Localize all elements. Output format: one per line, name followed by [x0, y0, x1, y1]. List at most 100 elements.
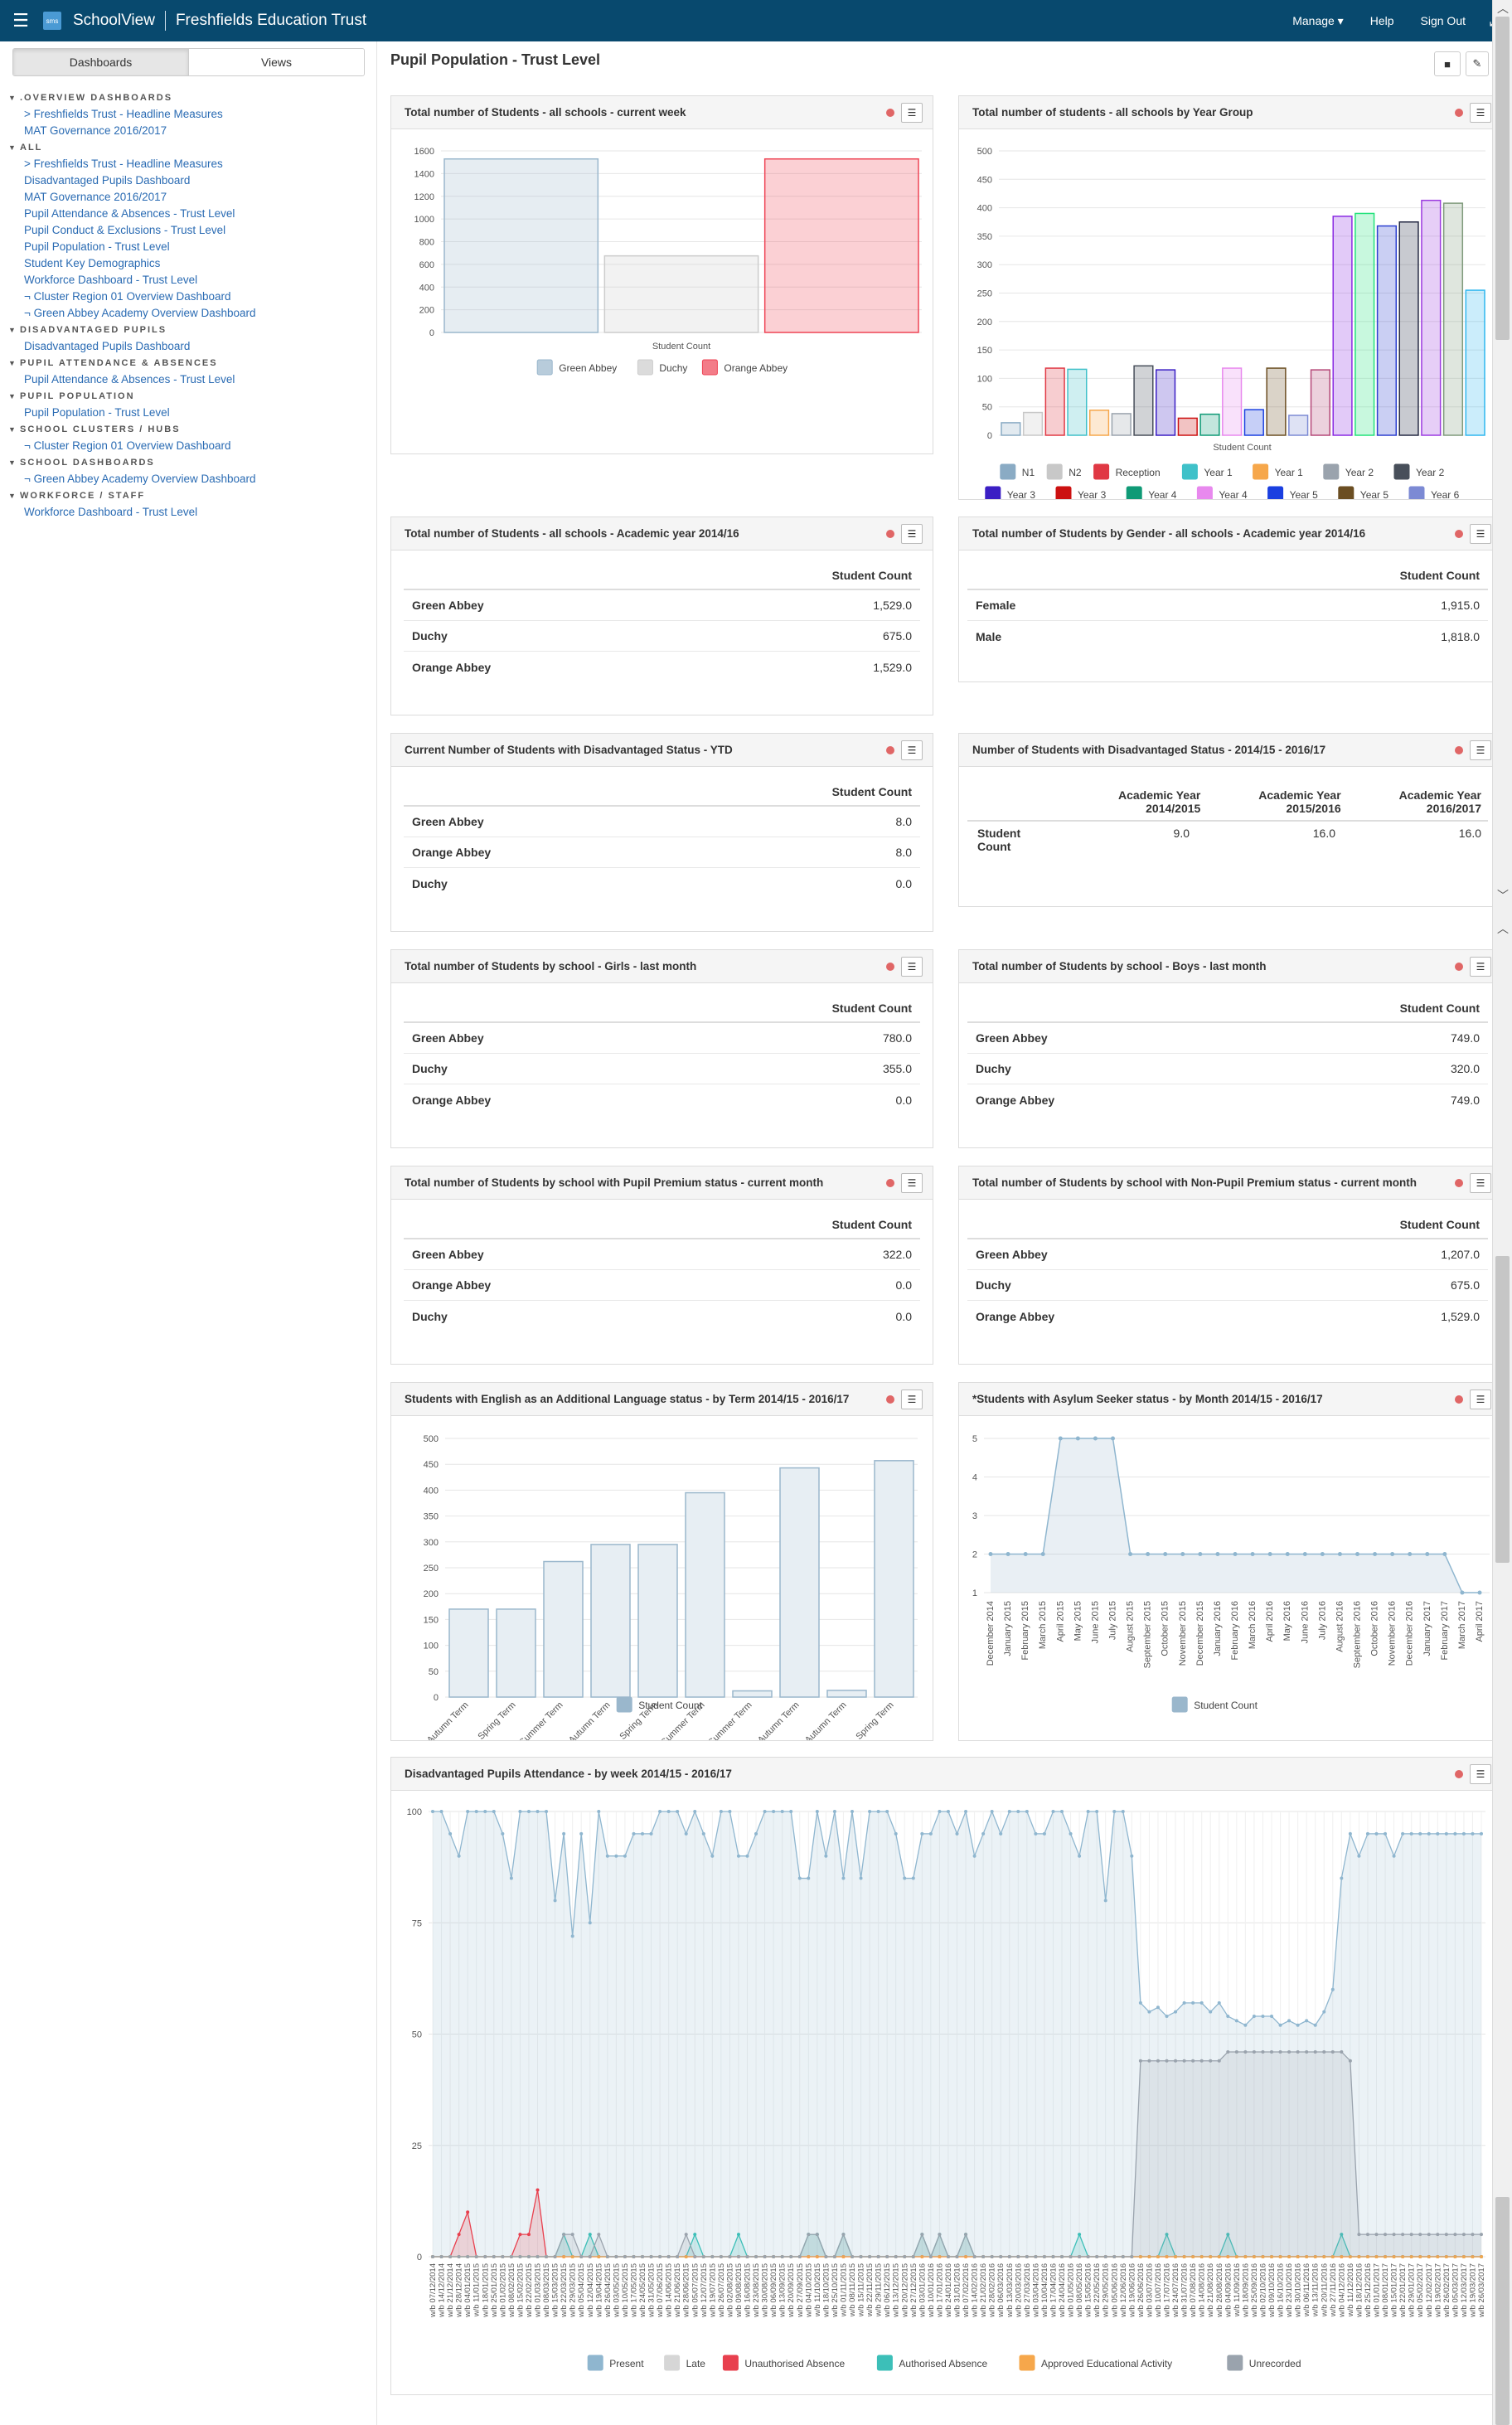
panel-menu-button[interactable]: ☰ [1470, 740, 1491, 760]
tree-category[interactable]: ▼ .OVERVIEW DASHBOARDS [8, 90, 373, 106]
tab-dashboards[interactable]: Dashboards [13, 49, 189, 75]
data-point [719, 2255, 723, 2258]
tree-link[interactable]: Disadvantaged Pupils Dashboard [24, 340, 191, 352]
y-tick-label: 400 [977, 204, 992, 214]
panel-menu-button[interactable]: ☰ [1470, 1764, 1491, 1784]
scrollbar-thumb[interactable] [1495, 1256, 1510, 1563]
scrollbar-thumb[interactable] [1495, 17, 1510, 340]
data-point [483, 2255, 487, 2258]
panel-menu-button[interactable]: ☰ [1470, 524, 1491, 544]
tree-link[interactable]: Disadvantaged Pupils Dashboard [24, 174, 191, 187]
data-point [536, 2255, 540, 2258]
table: Student Count Green Abbey 322.0 Orange Ab… [404, 1206, 920, 1331]
tree-link[interactable]: MAT Governance 2016/2017 [24, 124, 167, 137]
tree-link[interactable]: ¬ Green Abbey Academy Overview Dashboard [24, 307, 256, 319]
scrollbar-thumb[interactable] [1495, 2197, 1510, 2425]
panel-menu-button[interactable]: ☰ [901, 957, 923, 977]
data-point [1165, 2015, 1169, 2019]
x-tick-label: w/b 14/08/2016 [1198, 2263, 1207, 2318]
scroll-down-icon[interactable]: ﹀ [1497, 889, 1509, 902]
data-point [1252, 2255, 1256, 2258]
help-link[interactable]: Help [1369, 14, 1394, 27]
panel-title: Disadvantaged Pupils Attendance - by wee… [405, 1768, 732, 1780]
data-point [710, 1854, 715, 1858]
data-point [1226, 2049, 1230, 2054]
panel-menu-button[interactable]: ☰ [1470, 1390, 1491, 1409]
tab-views[interactable]: Views [189, 49, 364, 75]
table-row: Green Abbey 749.0 [967, 1023, 1488, 1054]
x-tick-label: w/b 07/06/2015 [656, 2263, 665, 2318]
panel-menu-button[interactable]: ☰ [1470, 103, 1491, 123]
scroll-up-icon[interactable]: ︿ [1497, 2, 1509, 15]
tree-link[interactable]: Student Key Demographics [24, 257, 161, 269]
panel-title: Total number of Students - all schools -… [405, 106, 686, 119]
tree-link[interactable]: > Freshfields Trust - Headline Measures [24, 108, 223, 120]
y-tick-label: 0 [417, 2253, 422, 2263]
legend-label: Year 5 [1360, 489, 1389, 499]
data-point [474, 2255, 478, 2258]
tree-link[interactable]: Pupil Conduct & Exclusions - Trust Level [24, 224, 226, 236]
data-point [1182, 2059, 1186, 2063]
panel-menu-button[interactable]: ☰ [901, 103, 923, 123]
panel-menu-button[interactable]: ☰ [1470, 957, 1491, 977]
x-tick-label: Summer Term [517, 1700, 565, 1740]
x-tick-label: w/b 08/02/2015 [507, 2263, 516, 2318]
page-scrollbar[interactable]: ︿ ﹀ ︿ [1492, 0, 1512, 2425]
data-point [1252, 2015, 1256, 2019]
panel-menu-button[interactable]: ☰ [901, 1173, 923, 1193]
tree-link[interactable]: ¬ Green Abbey Academy Overview Dashboard [24, 473, 256, 485]
list-icon: ☰ [1476, 528, 1485, 540]
tree-link[interactable]: Workforce Dashboard - Trust Level [24, 506, 198, 518]
x-tick-label: w/b 21/08/2016 [1206, 2263, 1215, 2318]
panel-eal: Students with English as an Additional L… [390, 1382, 933, 1741]
bar [1156, 369, 1176, 436]
edit-button[interactable]: ✎ [1466, 51, 1489, 76]
scroll-up-icon[interactable]: ︿ [1497, 922, 1509, 935]
tree-link[interactable]: Pupil Population - Trust Level [24, 240, 170, 253]
tree-link[interactable]: Pupil Attendance & Absences - Trust Leve… [24, 373, 235, 386]
data-point [448, 1831, 453, 1836]
x-tick-label: w/b 15/03/2015 [551, 2263, 560, 2318]
list-icon: ☰ [1476, 1768, 1485, 1780]
tree-category[interactable]: ▼ ALL [8, 139, 373, 156]
tree-category[interactable]: ▼ SCHOOL CLUSTERS / HUBS [8, 421, 373, 438]
tree-link[interactable]: ¬ Cluster Region 01 Overview Dashboard [24, 290, 231, 303]
tree-category[interactable]: ▼ SCHOOL DASHBOARDS [8, 454, 373, 471]
x-tick-label: w/b 28/08/2016 [1215, 2263, 1224, 2318]
tree-link[interactable]: MAT Governance 2016/2017 [24, 191, 167, 203]
panel-menu-button[interactable]: ☰ [901, 1390, 923, 1409]
data-point [815, 2233, 819, 2237]
tree-link[interactable]: > Freshfields Trust - Headline Measures [24, 158, 223, 170]
tree-link[interactable]: ¬ Cluster Region 01 Overview Dashboard [24, 439, 231, 452]
tree-category[interactable]: ▼ PUPIL POPULATION [8, 388, 373, 405]
tree-link[interactable]: Workforce Dashboard - Trust Level [24, 274, 198, 286]
data-point [1365, 2255, 1369, 2258]
sign-out-link[interactable]: Sign Out [1420, 14, 1466, 27]
data-point [990, 1810, 994, 1813]
x-tick-label: w/b 07/08/2016 [1189, 2263, 1198, 2318]
panel-menu-button[interactable]: ☰ [901, 740, 923, 760]
manage-menu[interactable]: Manage ▾ [1292, 13, 1344, 27]
tree-link[interactable]: Pupil Attendance & Absences - Trust Leve… [24, 207, 235, 220]
bookmark-button[interactable]: ■ [1434, 51, 1461, 76]
data-point [745, 2255, 749, 2258]
data-point [623, 1854, 627, 1858]
data-point [1174, 2010, 1178, 2014]
data-point [597, 2255, 601, 2258]
data-point [1357, 2233, 1361, 2237]
menu-icon[interactable]: ☰ [12, 10, 29, 31]
panel-menu-button[interactable]: ☰ [1470, 1173, 1491, 1193]
app-logo: sms [43, 12, 61, 30]
y-tick-label: 300 [977, 260, 992, 270]
legend-swatch [985, 486, 1001, 499]
tree-category[interactable]: ▼ DISADVANTAGED PUPILS [8, 322, 373, 338]
x-tick-label: w/b 15/05/2016 [1084, 2263, 1093, 2318]
tree-link[interactable]: Pupil Population - Trust Level [24, 406, 170, 419]
tree-category[interactable]: ▼ WORKFORCE / STAFF [8, 487, 373, 504]
panel-menu-button[interactable]: ☰ [901, 524, 923, 544]
x-tick-label: w/b 01/02/2015 [498, 2263, 507, 2318]
app-name[interactable]: SchoolView [73, 12, 155, 29]
x-tick-label: w/b 21/06/2015 [673, 2263, 682, 2318]
tree-category[interactable]: ▼ PUPIL ATTENDANCE & ABSENCES [8, 355, 373, 371]
data-point [1453, 2233, 1457, 2237]
